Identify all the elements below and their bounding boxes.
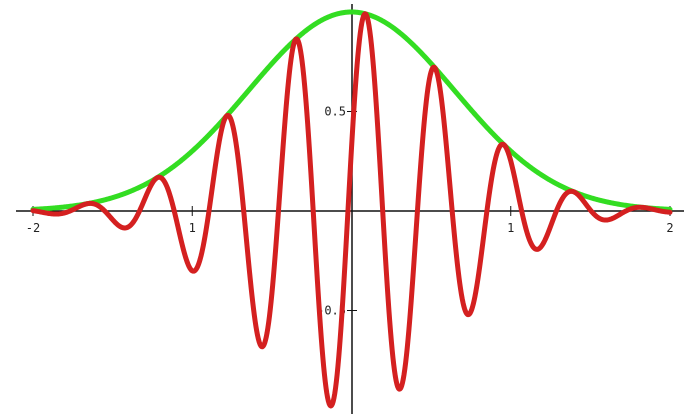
envelope-curve bbox=[30, 9, 673, 212]
x-tick-label: 1 bbox=[507, 221, 514, 235]
x-tick-label: -2 bbox=[26, 221, 40, 235]
x-tick-label: 1 bbox=[189, 221, 196, 235]
y-tick-label: 0.5 bbox=[324, 105, 346, 119]
y-tick-label: -0.5 bbox=[317, 304, 346, 318]
wave-curve bbox=[30, 11, 673, 409]
x-tick-label: 2 bbox=[666, 221, 673, 235]
series-layer bbox=[30, 9, 673, 409]
